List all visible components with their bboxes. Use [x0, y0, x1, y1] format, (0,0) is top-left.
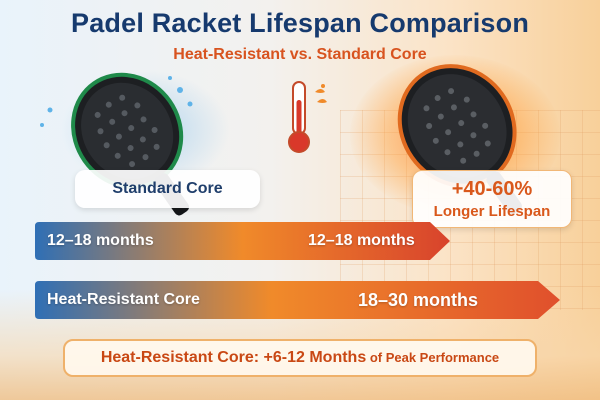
lifespan-caption: Longer Lifespan [433, 203, 551, 220]
thermometer-icon [288, 81, 327, 153]
standard-bar-shape [35, 222, 450, 260]
standard-core-bar: 12–18 months 12–18 months [35, 222, 450, 260]
heat-bar-shape [35, 281, 560, 319]
footer-tail-text: of Peak Performance [366, 350, 500, 365]
standard-bar-right-text: 12–18 months [308, 232, 415, 249]
heat-resistant-core-bar: Heat-Resistant Core 18–30 months [35, 281, 560, 319]
page-title: Padel Racket Lifespan Comparison [70, 8, 530, 38]
footer-main-text: Heat-Resistant Core: +6-12 Months [100, 349, 367, 366]
standard-bar-left-text: 12–18 months [47, 232, 154, 249]
heat-resistant-racket-icon [397, 64, 522, 215]
page-subtitle: Heat-Resistant vs. Standard Core [173, 46, 427, 63]
heat-bar-right-text: 18–30 months [358, 290, 479, 310]
footer-callout: Heat-Resistant Core: +6-12 Months of Pea… [63, 339, 537, 377]
standard-core-label: Standard Core [75, 170, 260, 208]
lifespan-percentage: +40-60% [451, 178, 533, 200]
heat-bar-left-text: Heat-Resistant Core [47, 291, 200, 308]
lifespan-badge: +40-60% Longer Lifespan [412, 170, 572, 228]
